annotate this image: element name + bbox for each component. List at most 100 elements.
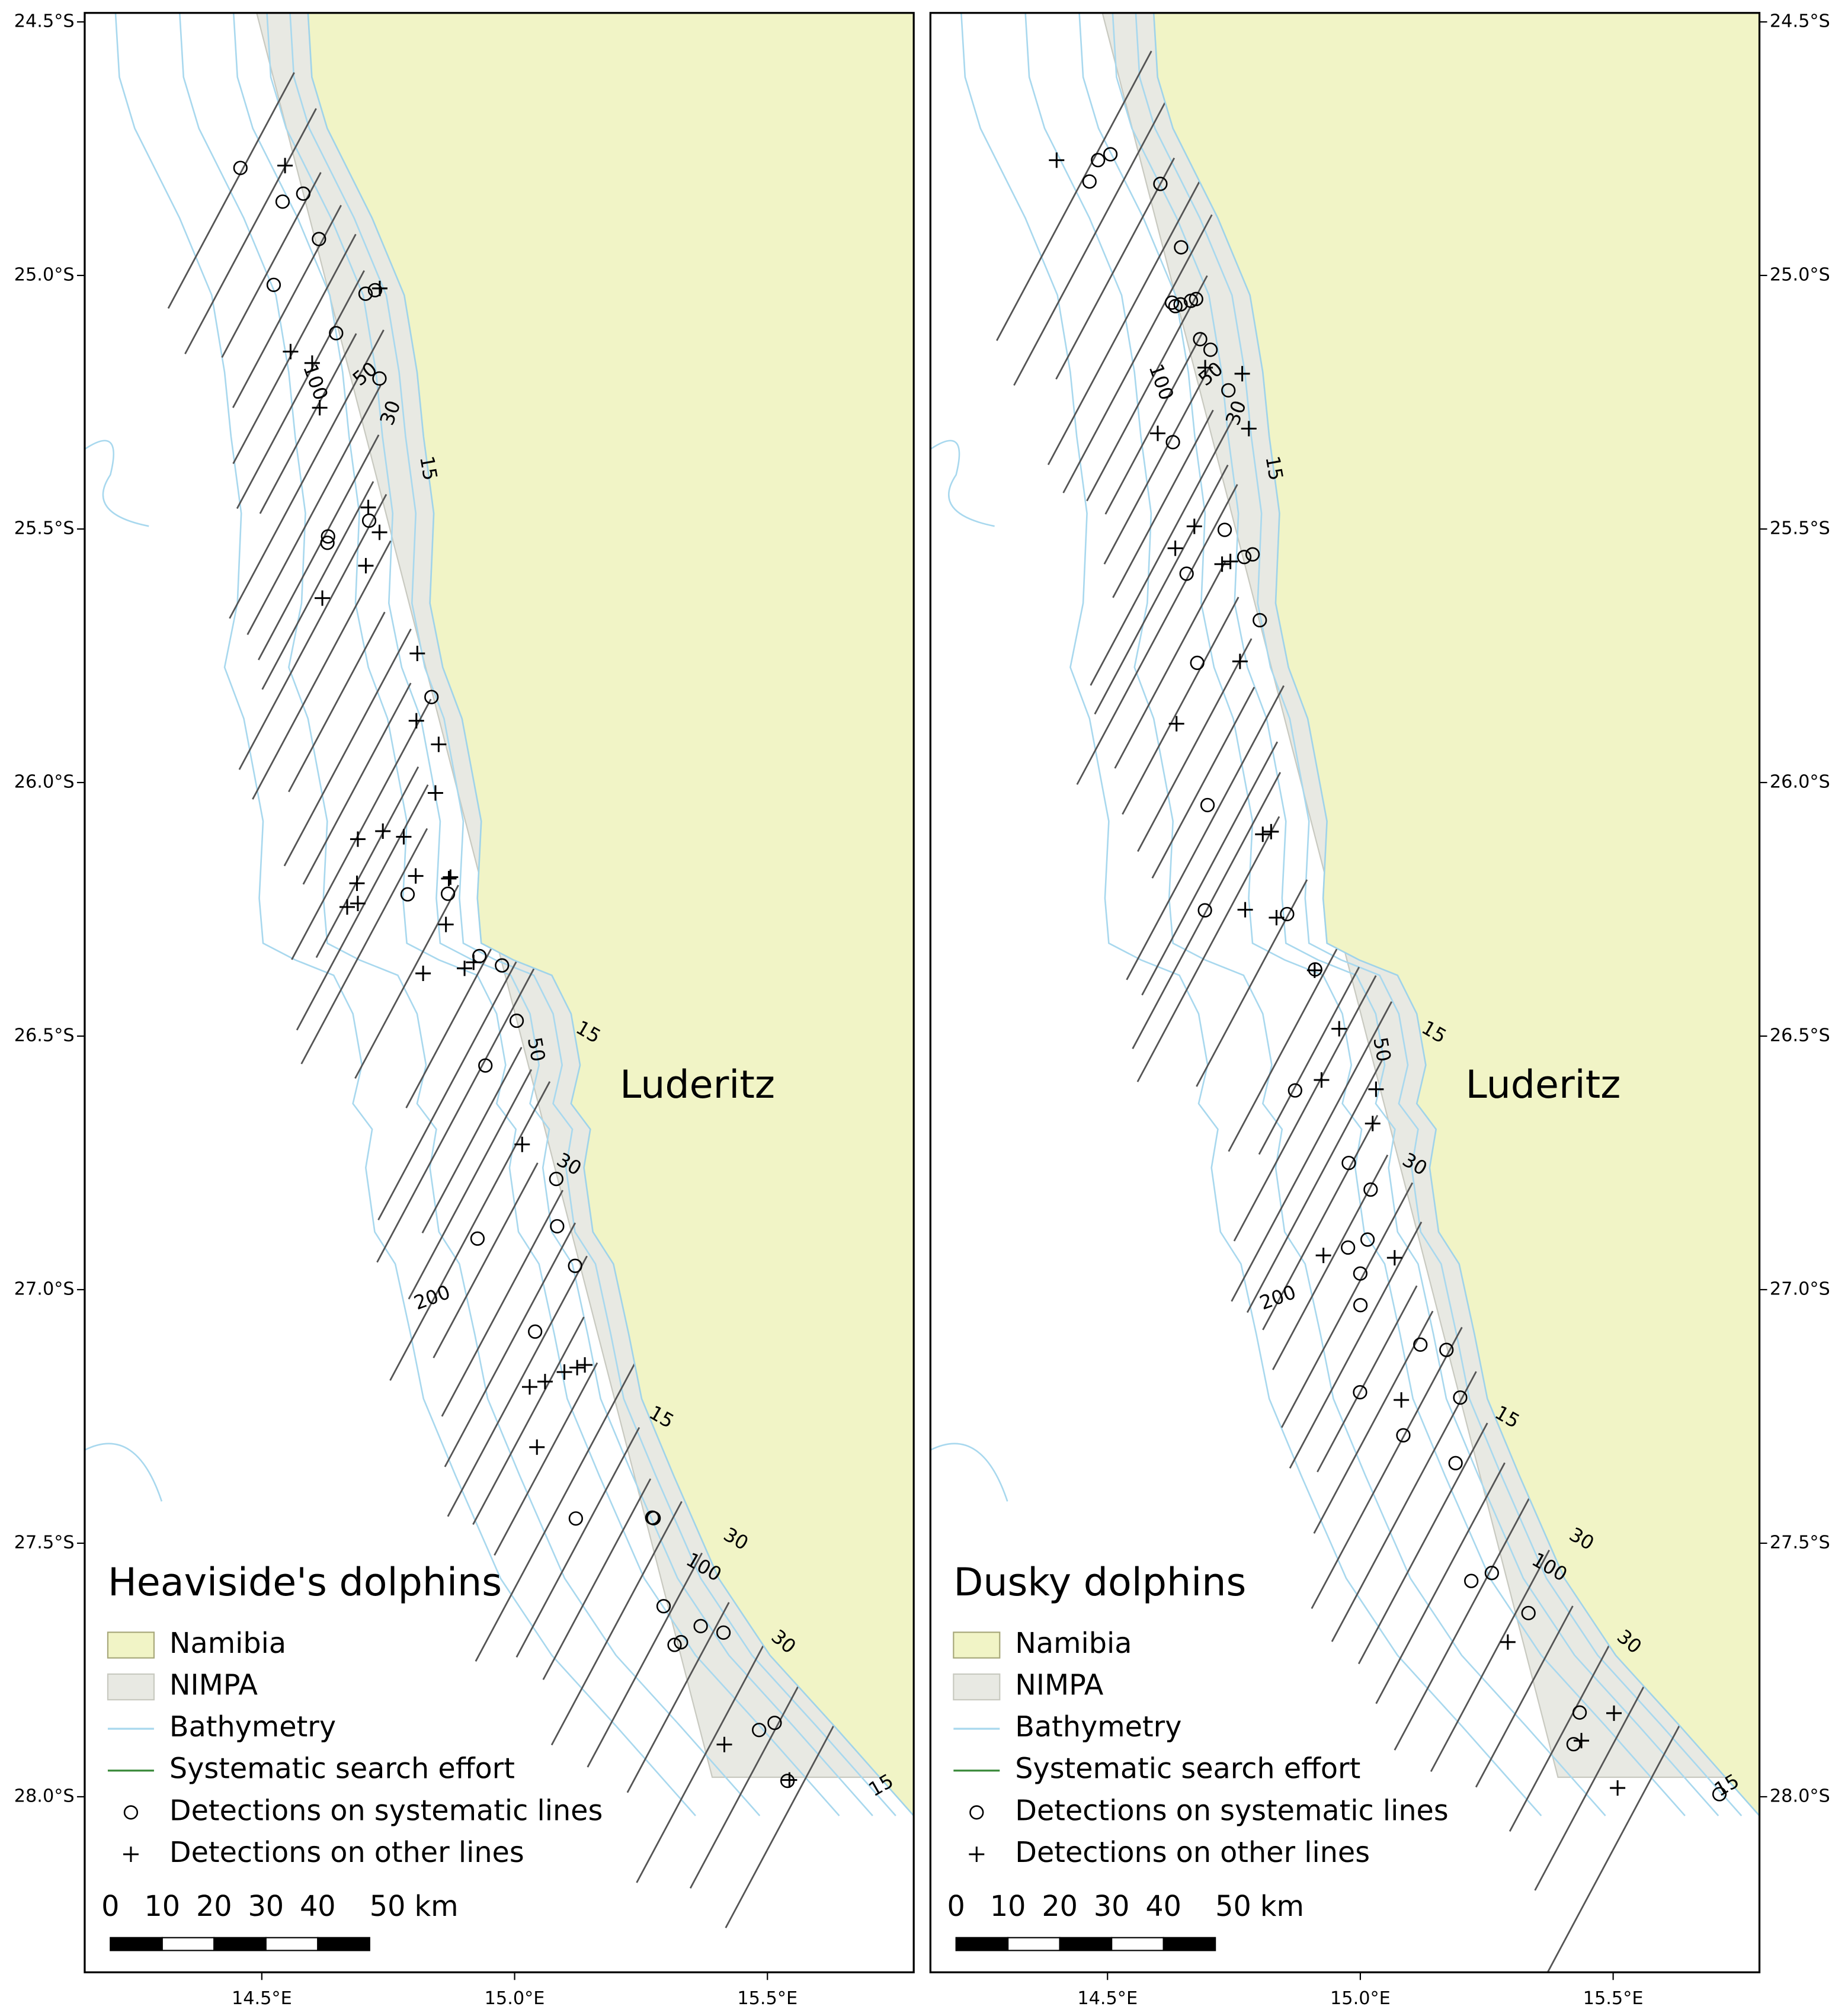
legend-swatch xyxy=(107,1632,155,1659)
legend-label: Bathymetry xyxy=(1015,1711,1181,1743)
lat-tick-label: 26.5°S xyxy=(1770,1025,1830,1046)
detection-systematic xyxy=(266,277,281,292)
detection-systematic xyxy=(656,1599,671,1614)
detection-systematic xyxy=(358,286,373,301)
bathymetry-line xyxy=(1135,12,1743,1816)
detection-systematic xyxy=(296,186,310,201)
detection-other xyxy=(396,829,412,845)
legend-label: Detections on other lines xyxy=(169,1836,524,1869)
detection-systematic xyxy=(1353,1297,1368,1313)
effort-line xyxy=(1313,1310,1434,1534)
lat-tick-label: 25.0°S xyxy=(14,264,75,285)
detection-other xyxy=(304,355,320,371)
effort-line xyxy=(238,493,387,770)
detection-systematic xyxy=(440,886,456,901)
effort-line xyxy=(1136,816,1280,1082)
scale-segment xyxy=(1162,1937,1216,1951)
detection-systematic xyxy=(470,1231,485,1246)
effort-line xyxy=(405,931,501,1108)
effort-line xyxy=(259,333,357,514)
detection-systematic xyxy=(367,283,383,297)
effort-line xyxy=(1331,1371,1477,1642)
effort-line xyxy=(494,1362,598,1556)
detection-other xyxy=(1386,1250,1402,1266)
detection-other xyxy=(521,1379,537,1395)
detection-systematic xyxy=(667,1637,682,1652)
detection-other xyxy=(1315,1248,1331,1264)
detection-systematic xyxy=(1253,613,1267,628)
detection-other xyxy=(537,1374,553,1390)
detection-systematic xyxy=(495,958,510,973)
detection-systematic xyxy=(1464,1573,1479,1588)
detection-systematic xyxy=(550,1219,565,1234)
effort-line xyxy=(1137,638,1253,852)
bathymetry-line xyxy=(1112,12,1719,1816)
effort-line xyxy=(441,1190,564,1417)
effort-line xyxy=(689,1671,808,1889)
lon-tick-label: 15.5°E xyxy=(1583,1988,1644,2009)
detection-systematic xyxy=(1521,1605,1536,1620)
bathymetry-line xyxy=(178,12,761,1816)
effort-line xyxy=(1114,561,1226,769)
detection-systematic xyxy=(780,1773,795,1789)
effort-line xyxy=(725,1710,843,1928)
namibia-land xyxy=(1152,12,1760,1817)
detection-systematic xyxy=(1197,903,1212,918)
depth-label: 15 xyxy=(1261,454,1287,482)
bathymetry-line xyxy=(960,12,1542,1816)
detection-other xyxy=(1306,962,1322,978)
detection-systematic xyxy=(1153,177,1168,191)
effort-line xyxy=(515,1427,640,1658)
effort-line xyxy=(229,329,385,619)
effort-line xyxy=(1280,1182,1414,1428)
detection-systematic xyxy=(1572,1705,1587,1720)
lat-tick-label: 27.0°S xyxy=(1770,1278,1830,1299)
effort-line xyxy=(291,698,432,960)
effort-line xyxy=(221,172,322,358)
detection-other xyxy=(409,645,425,661)
detection-systematic xyxy=(275,194,290,209)
panel-frame xyxy=(929,12,1761,1973)
detection-other xyxy=(1186,518,1202,534)
detection-other xyxy=(1197,360,1213,376)
legend-swatch xyxy=(953,1632,1001,1659)
effort-line xyxy=(1104,332,1203,515)
detection-systematic xyxy=(767,1716,782,1730)
bathymetry-line xyxy=(1024,12,1606,1816)
lat-tick-label: 28.0°S xyxy=(1770,1786,1830,1806)
detection-other xyxy=(514,1136,530,1152)
bathymetry-line xyxy=(266,12,873,1816)
legend-label: Detections on systematic lines xyxy=(1015,1794,1448,1827)
detection-other xyxy=(1255,826,1271,842)
detection-systematic xyxy=(1341,1155,1356,1171)
detection-other xyxy=(577,1357,593,1373)
scale-segment xyxy=(161,1937,215,1951)
detection-other xyxy=(408,868,424,884)
effort-line xyxy=(447,1255,588,1517)
bathymetry-line xyxy=(289,12,896,1816)
scale-segment xyxy=(110,1937,163,1951)
detection-systematic xyxy=(1091,153,1106,168)
place-label: Luderitz xyxy=(620,1063,775,1107)
effort-line xyxy=(433,1162,539,1358)
depth-label: 15 xyxy=(415,454,442,482)
lat-tick-label: 26.0°S xyxy=(14,771,75,792)
detection-systematic xyxy=(1453,1390,1468,1405)
legend-label: Namibia xyxy=(1015,1627,1132,1660)
effort-line xyxy=(232,233,357,464)
detection-systematic xyxy=(1237,550,1252,565)
effort-line xyxy=(296,784,429,1031)
legend-title: Dusky dolphins xyxy=(953,1560,1246,1605)
detection-other xyxy=(1500,1634,1516,1650)
detection-systematic xyxy=(674,1634,688,1650)
legend-title: Heaviside's dolphins xyxy=(108,1560,502,1605)
detection-systematic xyxy=(1165,435,1180,450)
effort-line xyxy=(636,1608,784,1883)
effort-line xyxy=(302,682,412,885)
scale-label: 40 xyxy=(300,1890,336,1923)
detection-other xyxy=(457,960,473,976)
effort-line xyxy=(1508,1642,1612,1832)
detection-systematic xyxy=(1164,295,1180,310)
lat-tick-label: 25.5°S xyxy=(14,518,75,539)
